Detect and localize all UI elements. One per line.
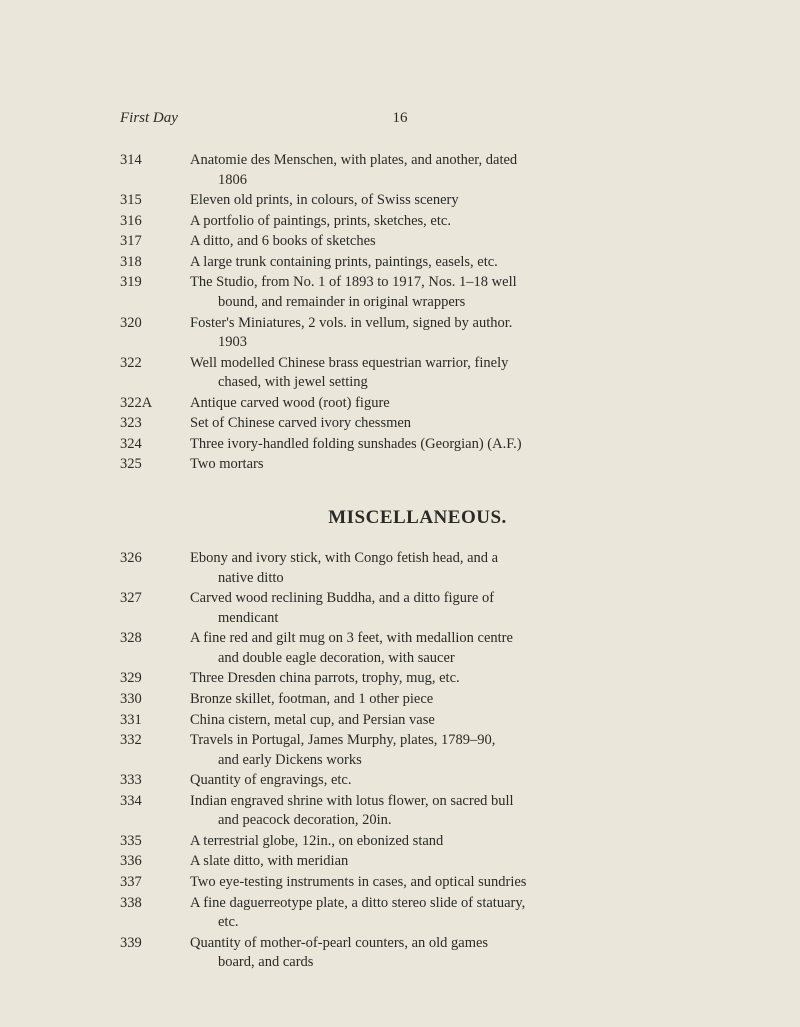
lot-description: Quantity of engravings, etc.: [190, 771, 715, 791]
lot-description: Two eye-testing instruments in cases, an…: [190, 873, 715, 893]
lot-description: A large trunk containing prints, paintin…: [190, 253, 715, 273]
lot-description-continuation: mendicant: [190, 609, 715, 629]
lot-number: 318: [120, 253, 190, 273]
lot-description: A fine daguerreotype plate, a ditto ster…: [190, 894, 715, 933]
lot-description-continuation: and peacock decoration, 20in.: [190, 811, 715, 831]
catalogue-entry: 337Two eye-testing instruments in cases,…: [120, 873, 715, 893]
catalogue-entry: 327Carved wood reclining Buddha, and a d…: [120, 589, 715, 628]
lot-number: 322: [120, 354, 190, 393]
lot-description: Foster's Miniatures, 2 vols. in vellum, …: [190, 314, 715, 353]
lot-description-continuation: 1806: [190, 171, 715, 191]
document-page: First Day 16 314Anatomie des Menschen, w…: [0, 0, 800, 1027]
lot-description: Eleven old prints, in colours, of Swiss …: [190, 191, 715, 211]
lot-number: 314: [120, 151, 190, 190]
catalogue-entry: 335A terrestrial globe, 12in., on eboniz…: [120, 832, 715, 852]
lot-description-continuation: 1903: [190, 333, 715, 353]
lot-description-continuation: and early Dickens works: [190, 751, 715, 771]
lot-number: 336: [120, 852, 190, 872]
catalogue-entry: 331China cistern, metal cup, and Persian…: [120, 711, 715, 731]
lot-description: Set of Chinese carved ivory chessmen: [190, 414, 715, 434]
lot-description: Indian engraved shrine with lotus flower…: [190, 792, 715, 831]
lot-description: Two mortars: [190, 455, 715, 475]
catalogue-entry: 323Set of Chinese carved ivory chessmen: [120, 414, 715, 434]
lot-number: 324: [120, 435, 190, 455]
lot-number: 337: [120, 873, 190, 893]
catalogue-entry: 328A fine red and gilt mug on 3 feet, wi…: [120, 629, 715, 668]
lot-description: A portfolio of paintings, prints, sketch…: [190, 212, 715, 232]
lot-number: 330: [120, 690, 190, 710]
catalogue-entry: 315Eleven old prints, in colours, of Swi…: [120, 191, 715, 211]
lot-description: A ditto, and 6 books of sketches: [190, 232, 715, 252]
lot-description: A fine red and gilt mug on 3 feet, with …: [190, 629, 715, 668]
lot-number: 339: [120, 934, 190, 973]
catalogue-entry: 332Travels in Portugal, James Murphy, pl…: [120, 731, 715, 770]
lot-description: Travels in Portugal, James Murphy, plate…: [190, 731, 715, 770]
catalogue-entry: 319The Studio, from No. 1 of 1893 to 191…: [120, 273, 715, 312]
lot-description: A terrestrial globe, 12in., on ebonized …: [190, 832, 715, 852]
catalogue-entry: 314Anatomie des Menschen, with plates, a…: [120, 151, 715, 190]
lot-description: Carved wood reclining Buddha, and a ditt…: [190, 589, 715, 628]
lot-description: China cistern, metal cup, and Persian va…: [190, 711, 715, 731]
lot-number: 338: [120, 894, 190, 933]
lot-description-continuation: chased, with jewel setting: [190, 373, 715, 393]
catalogue-entry: 322Well modelled Chinese brass equestria…: [120, 354, 715, 393]
lot-description: Bronze skillet, footman, and 1 other pie…: [190, 690, 715, 710]
lot-description-continuation: native ditto: [190, 569, 715, 589]
lot-number: 319: [120, 273, 190, 312]
lot-description: A slate ditto, with meridian: [190, 852, 715, 872]
catalogue-entry: 333Quantity of engravings, etc.: [120, 771, 715, 791]
running-head-left: First Day: [120, 110, 178, 127]
lot-number: 335: [120, 832, 190, 852]
lot-number: 323: [120, 414, 190, 434]
catalogue-entry: 326Ebony and ivory stick, with Congo fet…: [120, 549, 715, 588]
catalogue-entry: 329Three Dresden china parrots, trophy, …: [120, 669, 715, 689]
catalogue-entry: 317A ditto, and 6 books of sketches: [120, 232, 715, 252]
lot-number: 320: [120, 314, 190, 353]
lot-description: The Studio, from No. 1 of 1893 to 1917, …: [190, 273, 715, 312]
lot-description: Well modelled Chinese brass equestrian w…: [190, 354, 715, 393]
lot-description: Three Dresden china parrots, trophy, mug…: [190, 669, 715, 689]
catalogue-entry: 322AAntique carved wood (root) figure: [120, 394, 715, 414]
lot-number: 325: [120, 455, 190, 475]
running-head: First Day 16: [120, 110, 715, 127]
page-number: 16: [393, 110, 408, 127]
lot-number: 332: [120, 731, 190, 770]
lot-number: 334: [120, 792, 190, 831]
lot-description: Quantity of mother-of-pearl counters, an…: [190, 934, 715, 973]
lot-number: 331: [120, 711, 190, 731]
lot-number: 333: [120, 771, 190, 791]
catalogue-block-1: 314Anatomie des Menschen, with plates, a…: [120, 151, 715, 475]
catalogue-entry: 316A portfolio of paintings, prints, ske…: [120, 212, 715, 232]
lot-description-continuation: and double eagle decoration, with saucer: [190, 649, 715, 669]
lot-number: 315: [120, 191, 190, 211]
lot-description: Antique carved wood (root) figure: [190, 394, 715, 414]
lot-number: 328: [120, 629, 190, 668]
lot-description: Three ivory-handled folding sunshades (G…: [190, 435, 715, 455]
catalogue-entry: 318A large trunk containing prints, pain…: [120, 253, 715, 273]
lot-description-continuation: board, and cards: [190, 953, 715, 973]
lot-number: 316: [120, 212, 190, 232]
lot-description: Anatomie des Menschen, with plates, and …: [190, 151, 715, 190]
lot-number: 322A: [120, 394, 190, 414]
lot-number: 329: [120, 669, 190, 689]
catalogue-entry: 330Bronze skillet, footman, and 1 other …: [120, 690, 715, 710]
lot-number: 326: [120, 549, 190, 588]
catalogue-entry: 320Foster's Miniatures, 2 vols. in vellu…: [120, 314, 715, 353]
lot-number: 327: [120, 589, 190, 628]
catalogue-entry: 339Quantity of mother-of-pearl counters,…: [120, 934, 715, 973]
catalogue-entry: 324Three ivory-handled folding sunshades…: [120, 435, 715, 455]
catalogue-entry: 334Indian engraved shrine with lotus flo…: [120, 792, 715, 831]
lot-description-continuation: bound, and remainder in original wrapper…: [190, 293, 715, 313]
catalogue-entry: 325Two mortars: [120, 455, 715, 475]
lot-description-continuation: etc.: [190, 913, 715, 933]
catalogue-entry: 336A slate ditto, with meridian: [120, 852, 715, 872]
lot-number: 317: [120, 232, 190, 252]
catalogue-entry: 338A fine daguerreotype plate, a ditto s…: [120, 894, 715, 933]
catalogue-block-2: 326Ebony and ivory stick, with Congo fet…: [120, 549, 715, 973]
section-title: MISCELLANEOUS.: [120, 507, 715, 529]
lot-description: Ebony and ivory stick, with Congo fetish…: [190, 549, 715, 588]
